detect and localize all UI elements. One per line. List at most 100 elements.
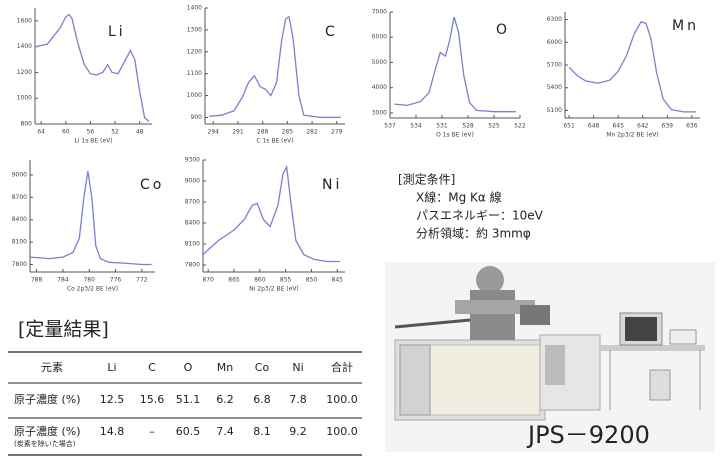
x-axis-label: C 1s BE (eV)	[256, 138, 293, 145]
element-label: C	[325, 24, 338, 40]
x-tick-label: 639	[662, 123, 674, 130]
table-cell: 60.5	[176, 425, 201, 438]
condition: 分析領域：約 3mmφ	[416, 226, 531, 241]
y-tick-label: 1400	[17, 43, 32, 50]
header-cell: Ni	[292, 361, 303, 374]
x-tick-label: 288	[257, 129, 269, 136]
y-tick-label: 5000	[372, 59, 387, 66]
y-tick-label: 1200	[17, 69, 32, 76]
spectrum-chart: 3000 4000 5000 6000 7000 537 534 531 528 525 522 O …	[372, 9, 526, 139]
y-tick-label: 900	[191, 114, 203, 121]
y-tick-label: 8100	[12, 239, 27, 246]
table-cell: 8.1	[253, 425, 271, 438]
x-tick-label: 528	[462, 123, 474, 130]
x-tick-label: 285	[282, 129, 294, 136]
conditions-title: [測定条件]	[398, 172, 455, 187]
photo-caption: JPS－9200	[526, 421, 650, 449]
results-title: [定量結果]	[18, 319, 109, 341]
header-cell: C	[148, 361, 156, 374]
x-tick-label: 531	[436, 123, 448, 130]
y-tick-label: 6300	[547, 16, 562, 23]
y-tick-label: 1300	[187, 26, 202, 33]
x-axis-label: Co 2p3/2 BE (eV)	[67, 286, 118, 293]
x-axis-label: Ni 2p3/2 BE (eV)	[249, 286, 299, 293]
y-tick-label: 9000	[12, 171, 27, 178]
header-cell: Mn	[217, 361, 233, 374]
x-tick-label: 780	[83, 277, 95, 284]
y-tick-label: 1000	[187, 92, 202, 99]
y-tick-label: 1200	[187, 48, 202, 55]
condition: パスエネルギー：10eV	[416, 209, 544, 223]
y-tick-label: 6000	[547, 39, 562, 46]
x-axis-label: Li 1s BE (eV)	[74, 138, 112, 145]
x-tick-label: 534	[410, 123, 422, 130]
x-tick-label: 645	[612, 123, 624, 130]
x-tick-label: 636	[686, 123, 698, 130]
condition: X線：Mg Kα 線	[416, 190, 502, 205]
instrument-photo: JPS－9200	[385, 262, 715, 452]
conditions: [測定条件] X線：Mg Kα 線 パスエネルギー：10eV 分析領域：約 3m…	[398, 172, 544, 241]
element-label: Ni	[322, 177, 342, 193]
table-cell: 100.0	[326, 393, 358, 406]
table-cell: 9.2	[289, 425, 307, 438]
x-tick-label: 845	[332, 277, 344, 284]
x-tick-label: 282	[306, 129, 318, 136]
x-tick-label: 60	[62, 129, 70, 136]
x-tick-label: 788	[31, 277, 43, 284]
spectrum-chart: 7800 8100 8400 8700 9000 9300 870 865 860 855 850 8…	[185, 157, 345, 293]
row-label: 原子濃度 (%)	[14, 424, 81, 438]
table-cell: 51.1	[176, 393, 201, 406]
y-tick-label: 1100	[187, 70, 202, 77]
x-tick-label: 648	[588, 123, 600, 130]
row-note: (炭素を除いた場合)	[14, 439, 76, 448]
x-tick-label: 56	[87, 129, 95, 136]
y-tick-label: 7000	[372, 9, 387, 16]
spectrum-line	[568, 21, 696, 113]
spectrum-line	[34, 13, 150, 122]
x-tick-label: 64	[37, 129, 45, 136]
table-cell: 12.5	[100, 393, 125, 406]
x-tick-label: 525	[488, 123, 500, 130]
element-label: O	[496, 22, 510, 38]
y-tick-label: 8700	[12, 194, 27, 201]
table-cell: 15.6	[140, 393, 165, 406]
y-tick-label: 1600	[17, 17, 32, 24]
spectrum-line	[202, 164, 340, 263]
spectrum-chart: 7800 8100 8400 8700 9000 788 784 780 776 772 Co 2p…	[12, 160, 161, 293]
x-tick-label: 642	[637, 123, 649, 130]
y-tick-label: 1400	[187, 5, 202, 12]
x-tick-label: 772	[136, 277, 148, 284]
table-cell: 14.8	[100, 425, 125, 438]
x-tick-label: 784	[57, 277, 69, 284]
header-cell: 合計	[331, 360, 353, 374]
x-tick-label: 537	[384, 123, 396, 130]
y-tick-label: 3000	[372, 109, 387, 116]
y-tick-label: 8100	[185, 241, 200, 248]
x-axis-label: O 1s BE (eV)	[436, 132, 474, 139]
y-tick-label: 9000	[185, 178, 200, 185]
element-label: Mn	[672, 18, 699, 34]
header-cell: O	[184, 361, 193, 374]
spectrum-chart: 5100 5400 5700 6000 6300 651 648 645 642 639 636 Mn…	[547, 12, 700, 139]
table-cell: 7.4	[216, 425, 234, 438]
x-tick-label: 850	[306, 277, 318, 284]
spectrum-chart: 900 1000 1100 1200 1300 1400 294 291 288 285 282 27…	[187, 5, 345, 145]
x-tick-label: 48	[136, 129, 144, 136]
y-tick-label: 1000	[17, 95, 32, 102]
x-tick-label: 870	[202, 277, 214, 284]
x-tick-label: 291	[232, 129, 244, 136]
x-tick-label: 776	[110, 277, 122, 284]
y-tick-label: 5100	[547, 107, 562, 114]
header-cell: Li	[107, 361, 116, 374]
y-tick-label: 8400	[185, 220, 200, 227]
y-tick-label: 5400	[547, 84, 562, 91]
spectrum-chart: 800 1000 1200 1400 1600 64 60 56 52 48 Li 1s BE (e…	[17, 8, 152, 145]
spectrum-line	[209, 15, 341, 119]
y-tick-label: 9300	[185, 157, 200, 164]
header-cell: Co	[255, 361, 270, 374]
y-tick-label: 6000	[372, 34, 387, 41]
spectrum-line	[394, 16, 516, 113]
y-tick-label: 800	[21, 121, 33, 128]
table-cell: 7.8	[289, 393, 307, 406]
